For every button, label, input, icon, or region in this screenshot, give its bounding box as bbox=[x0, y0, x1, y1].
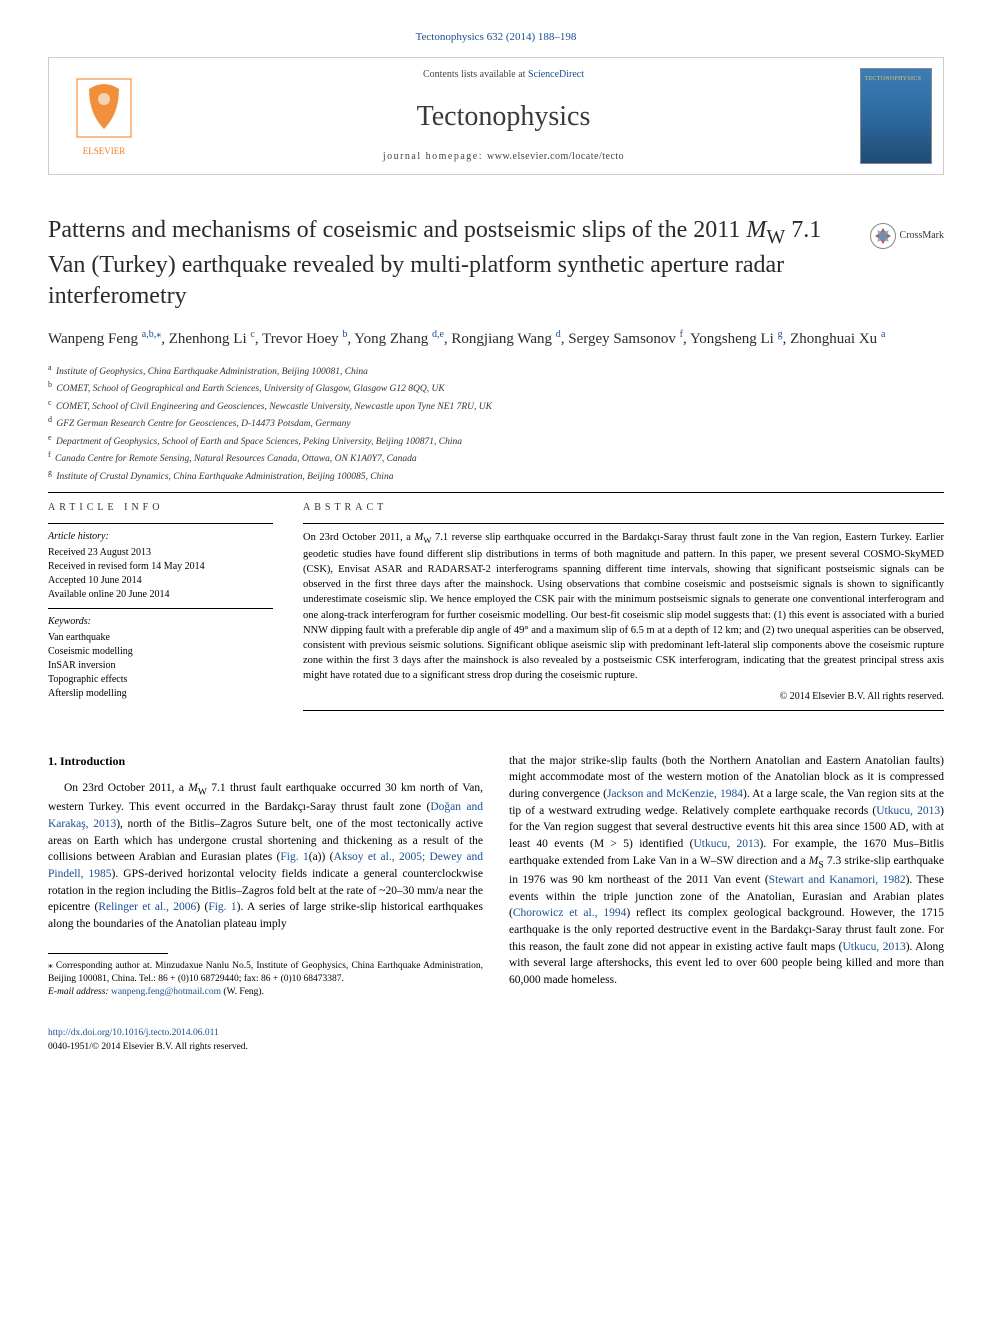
keyword-line: Van earthquake bbox=[48, 631, 273, 645]
ref-link[interactable]: Utkucu, 2013 bbox=[876, 805, 940, 817]
affiliation-line: f Canada Centre for Remote Sensing, Natu… bbox=[48, 449, 944, 466]
ref-link[interactable]: Stewart and Kanamori, 1982 bbox=[769, 874, 906, 886]
keyword-line: InSAR inversion bbox=[48, 659, 273, 673]
author-affil-sup[interactable]: a bbox=[881, 329, 885, 340]
author-name: , Zhenhong Li bbox=[161, 331, 250, 347]
ref-link[interactable]: Chorowicz et al., 1994 bbox=[513, 907, 627, 919]
affiliation-line: c COMET, School of Civil Engineering and… bbox=[48, 397, 944, 414]
affiliation-line: a Institute of Geophysics, China Earthqu… bbox=[48, 362, 944, 379]
crossmark-badge[interactable]: CrossMark bbox=[870, 223, 944, 249]
sciencedirect-link[interactable]: ScienceDirect bbox=[528, 69, 584, 80]
journal-cover: TECTONOPHYSICS bbox=[848, 58, 943, 174]
info-divider bbox=[48, 608, 273, 609]
abstract-heading: abstract bbox=[303, 501, 944, 515]
author-name: Wanpeng Feng bbox=[48, 331, 142, 347]
article-history-block: Article history: Received 23 August 2013… bbox=[48, 530, 273, 602]
journal-cover-label: TECTONOPHYSICS bbox=[865, 75, 927, 83]
email-suffix: (W. Feng). bbox=[221, 987, 264, 997]
article-head: Patterns and mechanisms of coseismic and… bbox=[48, 215, 944, 312]
figure-link[interactable]: Fig. 1 bbox=[208, 901, 236, 913]
keyword-line: Coseismic modelling bbox=[48, 645, 273, 659]
keyword-line: Topographic effects bbox=[48, 673, 273, 687]
homepage-line: journal homepage: www.elsevier.com/locat… bbox=[383, 150, 624, 164]
intro-paragraph-left: On 23rd October 2011, a MW 7.1 thrust fa… bbox=[48, 780, 483, 933]
article-info-column: article info Article history: Received 2… bbox=[48, 501, 273, 717]
homepage-link[interactable]: www.elsevier.com/locate/tecto bbox=[487, 151, 624, 162]
header-citation: Tectonophysics 632 (2014) 188–198 bbox=[48, 30, 944, 45]
abstract-text: On 23rd October 2011, a MW 7.1 reverse s… bbox=[303, 530, 944, 684]
header-center: Contents lists available at ScienceDirec… bbox=[159, 58, 848, 174]
ref-link[interactable]: Aksoy et al., 2005; Dewey and Pindell, 1… bbox=[48, 851, 483, 880]
affiliation-line: e Department of Geophysics, School of Ea… bbox=[48, 432, 944, 449]
abstract-copyright: © 2014 Elsevier B.V. All rights reserved… bbox=[303, 690, 944, 704]
body-columns: 1. Introduction On 23rd October 2011, a … bbox=[48, 753, 944, 1000]
authors-list: Wanpeng Feng a,b,⁎, Zhenhong Li c, Trevo… bbox=[48, 327, 944, 351]
history-line: Available online 20 June 2014 bbox=[48, 588, 273, 602]
footnote-separator bbox=[48, 953, 168, 954]
section-heading: 1. Introduction bbox=[48, 753, 483, 770]
author-name: , Yongsheng Li bbox=[683, 331, 778, 347]
abstract-divider-bottom bbox=[303, 710, 944, 711]
author-name: , Sergey Samsonov bbox=[561, 331, 680, 347]
history-heading: Article history: bbox=[48, 530, 273, 544]
elsevier-logo: ELSEVIER bbox=[49, 58, 159, 174]
left-column: 1. Introduction On 23rd October 2011, a … bbox=[48, 753, 483, 1000]
homepage-prefix: journal homepage: bbox=[383, 151, 487, 162]
crossmark-icon bbox=[870, 223, 896, 249]
history-line: Received in revised form 14 May 2014 bbox=[48, 560, 273, 574]
corresponding-author-footnote: ⁎ Corresponding author at. Minzudaxue Na… bbox=[48, 960, 483, 987]
right-column: that the major strike-slip faults (both … bbox=[509, 753, 944, 1000]
history-line: Accepted 10 June 2014 bbox=[48, 574, 273, 588]
author-name: , Trevor Hoey bbox=[255, 331, 343, 347]
info-divider bbox=[48, 523, 273, 524]
title-part1: Patterns and mechanisms of coseismic and… bbox=[48, 217, 746, 243]
author-name: , Yong Zhang bbox=[347, 331, 432, 347]
doi-block: http://dx.doi.org/10.1016/j.tecto.2014.0… bbox=[48, 1027, 944, 1054]
author-affil-sup[interactable]: d,e bbox=[432, 329, 444, 340]
journal-header: ELSEVIER Contents lists available at Sci… bbox=[48, 57, 944, 175]
svg-text:ELSEVIER: ELSEVIER bbox=[83, 146, 126, 156]
email-footnote: E-mail address: wanpeng.feng@hotmail.com… bbox=[48, 986, 483, 999]
journal-cover-image: TECTONOPHYSICS bbox=[860, 68, 932, 164]
title-mw-sub: W bbox=[766, 226, 785, 248]
history-line: Received 23 August 2013 bbox=[48, 546, 273, 560]
ref-link[interactable]: Utkucu, 2013 bbox=[843, 941, 906, 953]
title-mw: M bbox=[746, 217, 766, 243]
contents-prefix: Contents lists available at bbox=[423, 69, 528, 80]
ref-link[interactable]: Jackson and McKenzie, 1984 bbox=[607, 788, 743, 800]
affiliations-list: a Institute of Geophysics, China Earthqu… bbox=[48, 362, 944, 484]
email-link[interactable]: wanpeng.feng@hotmail.com bbox=[111, 987, 221, 997]
abstract-column: abstract On 23rd October 2011, a MW 7.1 … bbox=[303, 501, 944, 717]
author-affil-sup[interactable]: a,b, bbox=[142, 329, 156, 340]
keywords-heading: Keywords: bbox=[48, 615, 273, 629]
issn-copyright: 0040-1951/© 2014 Elsevier B.V. All right… bbox=[48, 1042, 248, 1052]
article-info-heading: article info bbox=[48, 501, 273, 515]
ref-link[interactable]: Relinger et al., 2006 bbox=[98, 901, 196, 913]
doi-link[interactable]: http://dx.doi.org/10.1016/j.tecto.2014.0… bbox=[48, 1028, 219, 1038]
abstract-divider bbox=[303, 523, 944, 524]
intro-paragraph-right: that the major strike-slip faults (both … bbox=[509, 753, 944, 989]
email-prefix: E-mail address: bbox=[48, 987, 111, 997]
crossmark-label: CrossMark bbox=[900, 229, 944, 243]
article-title: Patterns and mechanisms of coseismic and… bbox=[48, 215, 870, 312]
contents-line: Contents lists available at ScienceDirec… bbox=[423, 68, 584, 82]
divider bbox=[48, 492, 944, 493]
author-name: , Zhonghuai Xu bbox=[783, 331, 881, 347]
affiliation-line: b COMET, School of Geographical and Eart… bbox=[48, 379, 944, 396]
journal-title: Tectonophysics bbox=[417, 97, 591, 136]
affiliation-line: g Institute of Crustal Dynamics, China E… bbox=[48, 467, 944, 484]
keyword-line: Afterslip modelling bbox=[48, 687, 273, 701]
figure-link[interactable]: Fig. 1 bbox=[280, 851, 308, 863]
ref-link[interactable]: Utkucu, 2013 bbox=[693, 838, 759, 850]
info-abstract-row: article info Article history: Received 2… bbox=[48, 501, 944, 717]
keywords-block: Keywords: Van earthquakeCoseismic modell… bbox=[48, 615, 273, 701]
ref-link[interactable]: Doğan and Karakaş, 2013 bbox=[48, 801, 483, 830]
author-name: , Rongjiang Wang bbox=[444, 331, 556, 347]
affiliation-line: d GFZ German Research Centre for Geoscie… bbox=[48, 414, 944, 431]
